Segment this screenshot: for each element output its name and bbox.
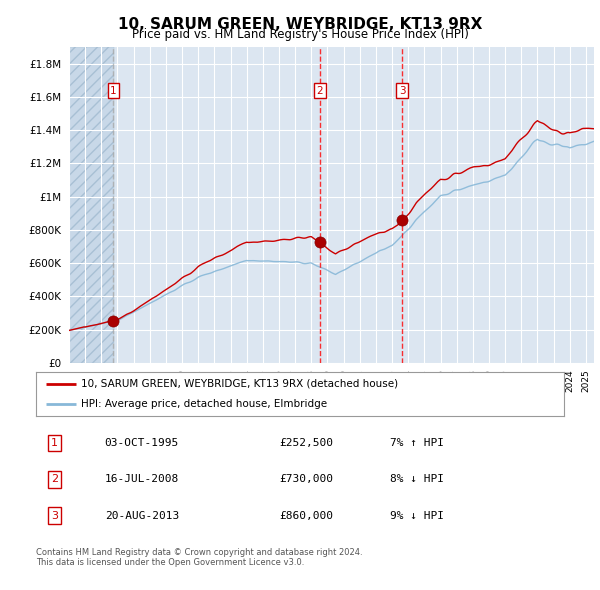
Text: 2: 2 <box>51 474 58 484</box>
Text: Contains HM Land Registry data © Crown copyright and database right 2024.
This d: Contains HM Land Registry data © Crown c… <box>36 548 362 567</box>
Text: 8% ↓ HPI: 8% ↓ HPI <box>390 474 444 484</box>
Text: 7% ↑ HPI: 7% ↑ HPI <box>390 438 444 448</box>
Text: 9% ↓ HPI: 9% ↓ HPI <box>390 511 444 520</box>
Bar <box>69 47 114 363</box>
Text: 2: 2 <box>317 86 323 96</box>
Text: £730,000: £730,000 <box>279 474 333 484</box>
Text: 20-AUG-2013: 20-AUG-2013 <box>104 511 179 520</box>
Text: 1: 1 <box>51 438 58 448</box>
Text: 03-OCT-1995: 03-OCT-1995 <box>104 438 179 448</box>
Text: HPI: Average price, detached house, Elmbridge: HPI: Average price, detached house, Elmb… <box>81 399 327 409</box>
Text: £860,000: £860,000 <box>279 511 333 520</box>
Text: 10, SARUM GREEN, WEYBRIDGE, KT13 9RX (detached house): 10, SARUM GREEN, WEYBRIDGE, KT13 9RX (de… <box>81 379 398 389</box>
Text: 3: 3 <box>51 511 58 520</box>
Text: Price paid vs. HM Land Registry's House Price Index (HPI): Price paid vs. HM Land Registry's House … <box>131 28 469 41</box>
Text: 3: 3 <box>399 86 406 96</box>
Text: £252,500: £252,500 <box>279 438 333 448</box>
Text: 1: 1 <box>110 86 117 96</box>
Text: 10, SARUM GREEN, WEYBRIDGE, KT13 9RX: 10, SARUM GREEN, WEYBRIDGE, KT13 9RX <box>118 17 482 31</box>
Text: 16-JUL-2008: 16-JUL-2008 <box>104 474 179 484</box>
Bar <box>69 47 114 363</box>
